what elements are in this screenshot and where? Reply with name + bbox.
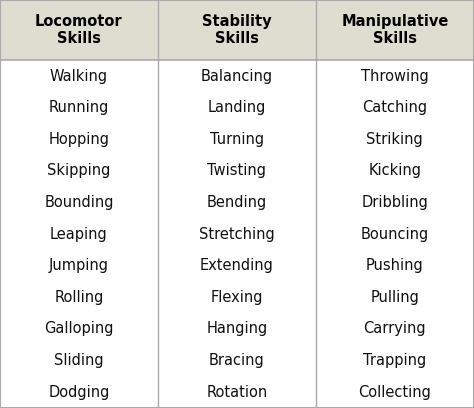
Bar xyxy=(316,0,474,60)
Text: Manipulative
Skills: Manipulative Skills xyxy=(341,14,448,47)
Text: Sliding: Sliding xyxy=(54,353,104,368)
Text: Bracing: Bracing xyxy=(209,353,264,368)
Text: Running: Running xyxy=(49,100,109,115)
Text: Pulling: Pulling xyxy=(370,290,419,305)
Text: Stability
Skills: Stability Skills xyxy=(202,14,272,47)
Text: Collecting: Collecting xyxy=(358,385,431,400)
Text: Dodging: Dodging xyxy=(48,385,109,400)
Text: Carrying: Carrying xyxy=(364,322,426,337)
Text: Landing: Landing xyxy=(208,100,266,115)
Text: Hopping: Hopping xyxy=(48,132,109,147)
Bar xyxy=(158,0,316,60)
Text: Dribbling: Dribbling xyxy=(361,195,428,210)
Bar xyxy=(0,0,158,60)
Text: Kicking: Kicking xyxy=(368,164,421,178)
Text: Locomotor
Skills: Locomotor Skills xyxy=(35,14,123,47)
Text: Rotation: Rotation xyxy=(206,385,267,400)
Text: Throwing: Throwing xyxy=(361,69,428,84)
Text: Stretching: Stretching xyxy=(199,227,274,242)
Text: Galloping: Galloping xyxy=(44,322,114,337)
Text: Hanging: Hanging xyxy=(206,322,267,337)
Text: Leaping: Leaping xyxy=(50,227,108,242)
Text: Bending: Bending xyxy=(207,195,267,210)
Text: Jumping: Jumping xyxy=(49,258,109,273)
Text: Bounding: Bounding xyxy=(44,195,114,210)
Text: Walking: Walking xyxy=(50,69,108,84)
Text: Balancing: Balancing xyxy=(201,69,273,84)
Text: Trapping: Trapping xyxy=(363,353,427,368)
Text: Skipping: Skipping xyxy=(47,164,110,178)
Text: Catching: Catching xyxy=(362,100,428,115)
Text: Pushing: Pushing xyxy=(366,258,424,273)
Text: Turning: Turning xyxy=(210,132,264,147)
Text: Twisting: Twisting xyxy=(207,164,266,178)
Text: Extending: Extending xyxy=(200,258,273,273)
Text: Striking: Striking xyxy=(366,132,423,147)
Text: Rolling: Rolling xyxy=(54,290,104,305)
Text: Bouncing: Bouncing xyxy=(361,227,429,242)
Text: Flexing: Flexing xyxy=(210,290,263,305)
